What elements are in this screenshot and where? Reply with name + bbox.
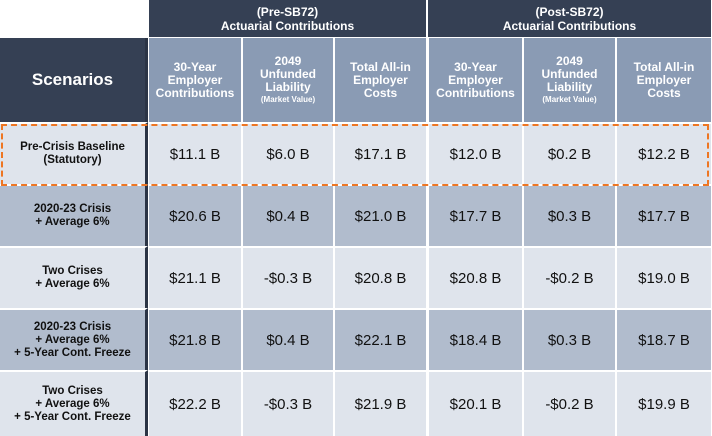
- value-cell: $0.3 B: [523, 184, 616, 246]
- col-header-line: Total All-in: [633, 59, 695, 74]
- col-header-line: Contributions: [436, 85, 515, 100]
- col-header-line: Total All-in: [350, 59, 411, 74]
- value-cell: $0.4 B: [242, 308, 334, 370]
- value-cell: -$0.3 B: [242, 370, 334, 436]
- col-header-line: Contributions: [155, 85, 235, 100]
- scenario-label-line: + 5-Year Cont. Freeze: [14, 346, 131, 359]
- group-header-post-sb72: (Post-SB72) Actuarial Contributions: [427, 0, 712, 38]
- col-header-post-unfunded-liability: 2049 Unfunded Liability (Market Value): [523, 38, 616, 122]
- value-cell: $21.9 B: [334, 370, 427, 436]
- col-header-line: 30-Year: [454, 59, 497, 74]
- value-cell: -$0.2 B: [523, 370, 616, 436]
- value-cell: -$0.2 B: [523, 246, 616, 308]
- col-header-line: Employer: [636, 72, 692, 87]
- col-header-line: Employer: [167, 72, 223, 87]
- col-header-line: Liability: [546, 80, 593, 94]
- col-header-post-employer-contributions: 30-Year Employer Contributions: [427, 38, 523, 122]
- scenario-label-pre-crisis-baseline: Pre-Crisis Baseline (Statutory): [0, 122, 148, 184]
- scenario-label-line: 2020-23 Crisis: [33, 203, 112, 215]
- value-cell: -$0.3 B: [242, 246, 334, 308]
- value-cell: $22.1 B: [334, 308, 427, 370]
- col-header-post-total-costs: Total All-in Employer Costs: [616, 38, 712, 122]
- col-header-pre-total-costs: Total All-in Employer Costs: [334, 38, 427, 122]
- value-cell: $19.9 B: [616, 370, 712, 436]
- scenario-label-line: + 5-Year Cont. Freeze: [14, 410, 131, 423]
- value-cell: $17.1 B: [334, 122, 427, 184]
- scenario-label-2020-23-crisis: 2020-23 Crisis + Average 6%: [0, 184, 148, 246]
- value-cell: $21.0 B: [334, 184, 427, 246]
- value-cell: $20.8 B: [334, 246, 427, 308]
- col-header-line: 2049: [556, 54, 583, 68]
- value-cell: $0.3 B: [523, 308, 616, 370]
- scenario-label-line: + Average 6%: [35, 216, 110, 228]
- scenario-label-2020-23-crisis-freeze: 2020-23 Crisis + Average 6% + 5-Year Con…: [0, 308, 148, 370]
- group-header-post-line1: (Post-SB72): [535, 4, 604, 19]
- scenario-label-line: 2020-23 Crisis: [33, 320, 112, 333]
- value-cell: $12.0 B: [427, 122, 523, 184]
- col-header-line: Employer: [353, 72, 408, 87]
- col-header-line: 30-Year: [173, 59, 217, 74]
- col-header-line: Costs: [363, 85, 398, 100]
- value-cell: $17.7 B: [616, 184, 712, 246]
- scenario-label-line: + Average 6%: [35, 397, 110, 410]
- value-cell: $22.2 B: [148, 370, 242, 436]
- value-cell: $6.0 B: [242, 122, 334, 184]
- col-header-pre-employer-contributions: 30-Year Employer Contributions: [148, 38, 242, 122]
- value-cell: $20.8 B: [427, 246, 523, 308]
- value-cell: $20.6 B: [148, 184, 242, 246]
- scenario-label-line: Two Crises: [42, 384, 103, 397]
- value-cell: $0.4 B: [242, 184, 334, 246]
- scenario-label-line: Pre-Crisis Baseline: [20, 141, 125, 153]
- col-header-subtitle: (Market Value): [542, 95, 597, 104]
- value-cell: $17.7 B: [427, 184, 523, 246]
- col-header-line: Costs: [647, 85, 681, 100]
- value-cell: $21.1 B: [148, 246, 242, 308]
- col-header-line: Unfunded: [260, 67, 316, 81]
- col-header-line: Unfunded: [541, 67, 598, 81]
- top-left-blank: [0, 0, 148, 38]
- value-cell: $20.1 B: [427, 370, 523, 436]
- value-cell: $18.4 B: [427, 308, 523, 370]
- value-cell: $21.8 B: [148, 308, 242, 370]
- value-cell: $11.1 B: [148, 122, 242, 184]
- col-header-subtitle: (Market Value): [260, 95, 316, 104]
- col-header-line: Employer: [448, 72, 503, 87]
- group-header-pre-line2: Actuarial Contributions: [220, 18, 355, 33]
- col-header-line: Liability: [265, 80, 311, 94]
- value-cell: $0.2 B: [523, 122, 616, 184]
- value-cell: $18.7 B: [616, 308, 712, 370]
- scenario-label-line: + Average 6%: [35, 333, 110, 346]
- group-header-pre-line1: (Pre-SB72): [256, 4, 319, 19]
- scenario-label-line: (Statutory): [43, 154, 102, 166]
- value-cell: $12.2 B: [616, 122, 712, 184]
- col-header-line: 2049: [274, 54, 302, 68]
- scenario-label-line: + Average 6%: [35, 278, 110, 290]
- group-header-pre-sb72: (Pre-SB72) Actuarial Contributions: [148, 0, 427, 38]
- scenario-label-two-crises-freeze: Two Crises + Average 6% + 5-Year Cont. F…: [0, 370, 148, 436]
- scenarios-header: Scenarios: [0, 38, 148, 122]
- scenario-label-two-crises: Two Crises + Average 6%: [0, 246, 148, 308]
- col-header-pre-unfunded-liability: 2049 Unfunded Liability (Market Value): [242, 38, 334, 122]
- value-cell: $19.0 B: [616, 246, 712, 308]
- scenario-label-line: Two Crises: [42, 265, 103, 277]
- group-header-post-line2: Actuarial Contributions: [502, 18, 637, 33]
